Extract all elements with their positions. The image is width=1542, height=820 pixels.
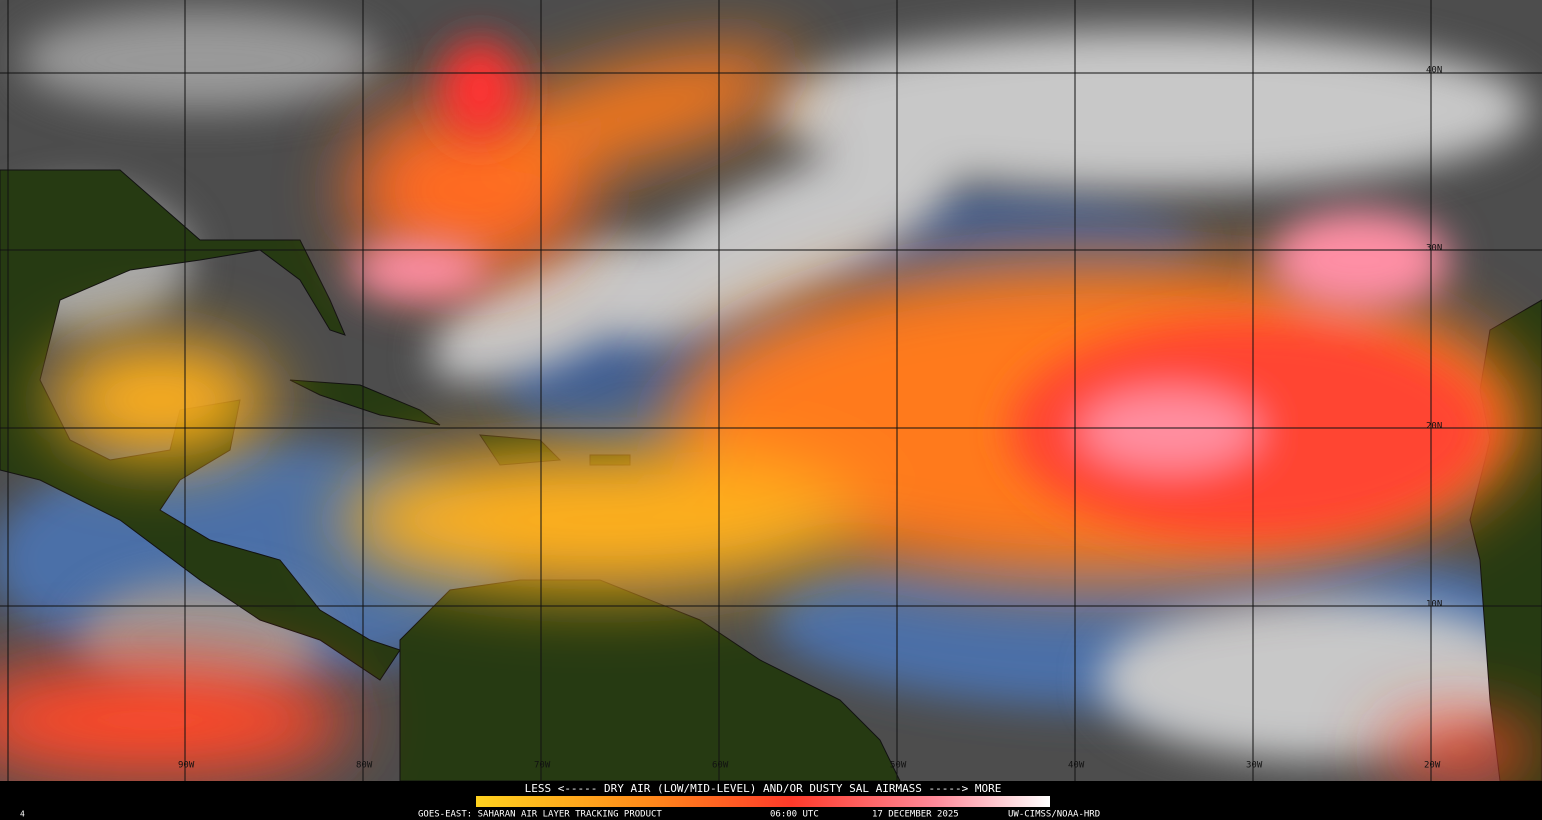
lon-label: 50W — [890, 761, 907, 771]
lat-label: 40N — [1426, 66, 1442, 76]
lon-label: 80W — [356, 761, 373, 771]
lat-label: 30N — [1426, 244, 1442, 254]
time: 06:00 UTC — [770, 810, 819, 820]
lon-label: 70W — [534, 761, 551, 771]
graticule — [0, 0, 1542, 781]
imagery: 40N 30N 20N 10N 90W 80W 70W 60W 50W 40W … — [0, 0, 1542, 781]
legend-caption: LESS <----- DRY AIR (LOW/MID-LEVEL) AND/… — [525, 782, 1002, 795]
date: 17 DECEMBER 2025 — [872, 810, 959, 820]
lon-label: 40W — [1068, 761, 1085, 771]
lon-label: 30W — [1246, 761, 1263, 771]
frame-number: 4 — [20, 810, 25, 819]
lon-label: 90W — [178, 761, 195, 771]
lat-label: 20N — [1426, 422, 1442, 432]
lat-label: 10N — [1426, 600, 1442, 610]
lon-label: 60W — [712, 761, 729, 771]
lon-label: 20W — [1424, 761, 1441, 771]
credit: UW-CIMSS/NOAA-HRD — [1008, 810, 1100, 820]
legend-colorbar — [476, 796, 1050, 807]
product-name: GOES-EAST: SAHARAN AIR LAYER TRACKING PR… — [418, 810, 662, 820]
